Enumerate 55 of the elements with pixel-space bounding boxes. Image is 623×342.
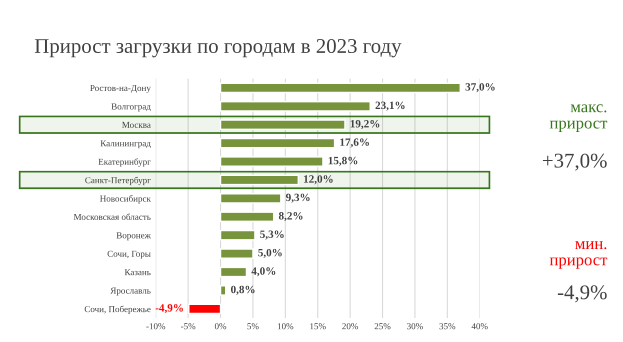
data-label: 8,2% <box>278 212 302 222</box>
y-tick-label: Сочи, Горы <box>108 250 151 259</box>
bar <box>220 285 226 296</box>
data-label: 37,0% <box>466 83 495 92</box>
data-label: 5,0% <box>258 248 282 258</box>
text: -4,9% <box>558 285 607 302</box>
bar <box>220 266 248 278</box>
x-tick-label: 30% <box>407 323 423 330</box>
data-label: 0,8% <box>231 286 255 295</box>
x-tick-label: 25% <box>374 323 390 330</box>
bar <box>220 193 282 204</box>
text: мин. прирост <box>550 241 608 269</box>
y-tick-label: Москва <box>122 122 151 128</box>
data-label: 9,3% <box>286 194 310 203</box>
x-tick-label: 40% <box>472 323 488 330</box>
data-label: 5,3% <box>260 230 284 240</box>
x-tick-label: -5% <box>180 323 196 330</box>
data-label: 17,6% <box>340 138 369 148</box>
data-label: 12,0% <box>304 175 333 184</box>
y-tick-label: Московская область <box>74 213 151 220</box>
y-tick-label: Сочи, Побережье <box>84 306 151 314</box>
bar <box>220 119 346 130</box>
y-tick-label: Воронеж <box>116 232 151 240</box>
data-label: 23,1% <box>376 102 405 111</box>
x-tick-label: 0% <box>214 323 226 330</box>
text: +37,0% <box>542 154 607 171</box>
bar <box>220 174 299 186</box>
bar <box>220 248 254 259</box>
bar <box>220 100 371 112</box>
bar <box>220 82 461 94</box>
bar <box>220 211 274 222</box>
y-tick-label: Калининград <box>100 140 151 148</box>
data-label: -4,9% <box>156 304 183 314</box>
data-label: 19,2% <box>350 120 380 130</box>
x-tick-label: -10% <box>146 323 166 330</box>
x-tick-label: 5% <box>247 323 259 330</box>
x-tick-label: 35% <box>439 323 456 330</box>
bar <box>220 230 256 240</box>
x-tick-label: 15% <box>310 323 326 330</box>
data-label: 4,0% <box>251 267 276 276</box>
y-tick-label: Санкт-Петербург <box>85 176 151 186</box>
text: макс. прирост <box>550 104 608 132</box>
x-tick-label: 20% <box>342 323 358 330</box>
y-tick-label: Ярославль <box>110 288 151 296</box>
y-tick-label: Казань <box>124 269 151 276</box>
bar <box>220 138 336 148</box>
y-tick-label: Новосибирск <box>100 195 151 204</box>
bar <box>220 156 324 167</box>
y-tick-label: Волгоград <box>111 104 151 112</box>
x-tick-label: 10% <box>278 323 294 330</box>
y-tick-label: Екатеринбург <box>98 158 151 167</box>
data-label: 15,8% <box>328 156 358 166</box>
y-tick-label: Ростов-на-Дону <box>90 85 151 93</box>
chart-title: Прирост загрузки по городам в 2023 году <box>34 38 402 58</box>
bar <box>188 304 222 314</box>
